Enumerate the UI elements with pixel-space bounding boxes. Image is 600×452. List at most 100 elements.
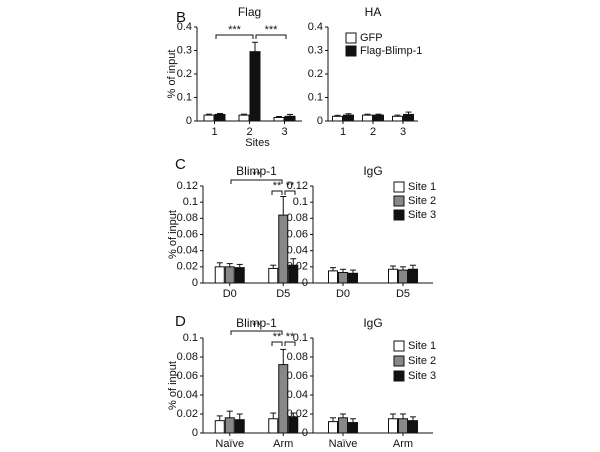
significance-bracket [271,341,283,346]
significance-label: *** [265,24,279,36]
y-tick-label: 0.1 [293,332,308,344]
y-tick-label: 0.08 [177,212,198,224]
chart-title: Blimp-1 [236,316,277,330]
x-tick-label: Naïve [329,438,358,447]
significance-bracket [215,34,254,39]
bar [328,421,338,434]
y-tick-label: 0.02 [287,261,308,273]
legend-swatch [393,181,405,193]
y-axis-label: % of input [167,210,179,259]
legend-swatch [393,209,405,221]
significance-label: *** [228,24,242,36]
chart-title: Flag [238,5,261,19]
chart-title: IgG [363,316,382,330]
y-tick-label: 0.06 [177,228,198,240]
bar [224,266,235,284]
bar [408,420,418,434]
x-tick-label: 2 [246,126,252,138]
legend-label: Site 2 [408,355,436,367]
legend-label: Site 2 [408,195,436,207]
legend-label: Site 3 [408,209,436,221]
y-tick-label: 0.2 [177,68,192,80]
x-tick-label: 3 [400,126,406,138]
bar [268,418,279,434]
legend-swatch [393,370,405,382]
chart-title: HA [365,5,382,19]
bar [388,418,398,434]
x-tick-label: D5 [276,288,290,300]
x-tick-label: 3 [281,126,287,138]
bar [328,270,338,284]
y-tick-label: 0.4 [177,21,192,33]
y-tick-label: 0.1 [183,196,198,208]
significance-bracket [230,179,283,184]
x-tick-label: D0 [336,288,350,300]
chart-title: Blimp-1 [236,164,277,178]
significance-bracket [271,190,283,195]
bar [348,272,358,284]
bar [214,113,226,122]
bar [268,267,279,284]
y-tick-label: 0.12 [287,180,308,192]
bar [338,417,348,434]
x-tick-label: 1 [211,126,217,138]
y-tick-label: 0.1 [183,332,198,344]
y-tick-label: 0.12 [177,180,198,192]
panel-label: B [176,9,186,26]
bar [343,114,354,122]
bar [238,114,250,122]
x-tick-label: Arm [393,438,413,447]
bar [214,420,225,434]
panel-label: D [175,313,186,330]
significance-label: ** [286,331,295,343]
legend-label: Site 3 [408,370,436,382]
x-tick-label: Arm [273,438,293,447]
significance-bracket [284,341,296,346]
bar [214,266,225,284]
bar [224,417,235,434]
bar [362,114,373,122]
bar [273,116,285,122]
y-tick-label: 0.04 [177,389,198,401]
y-tick-label: 0.4 [308,21,323,33]
bar [203,114,215,122]
significance-bracket [284,190,296,195]
chart-title: IgG [363,164,382,178]
legend-swatch [345,32,357,44]
legend-swatch [393,340,405,352]
bar [338,271,348,284]
y-tick-label: 0.1 [293,196,308,208]
bar [284,115,296,122]
y-tick-label: 0.08 [287,212,308,224]
bar [249,51,261,122]
y-tick-label: 0 [302,427,308,439]
y-tick-label: 0.08 [177,351,198,363]
bar [332,115,343,122]
significance-bracket [255,34,287,39]
x-tick-label: 2 [370,126,376,138]
bar [403,113,414,122]
significance-bracket [230,330,283,335]
bar [234,267,245,284]
y-tick-label: 0.1 [177,91,192,103]
legend-label: Site 1 [408,181,436,193]
bar [234,419,245,434]
y-tick-label: 0.2 [308,68,323,80]
x-tick-label: D0 [223,288,237,300]
bar [348,422,358,434]
significance-label: ** [252,320,261,332]
y-tick-label: 0.3 [308,44,323,56]
y-tick-label: 0.02 [177,408,198,420]
y-tick-label: 0.02 [177,261,198,273]
significance-label: ** [273,331,282,343]
significance-label: ** [273,180,282,192]
y-tick-label: 0.06 [287,228,308,240]
bar [392,115,403,122]
significance-label: ** [286,180,295,192]
y-tick-label: 0.02 [287,408,308,420]
x-axis-label: Sites [245,137,270,149]
bar [373,114,384,122]
significance-label: ** [252,169,261,181]
x-tick-label: Naïve [215,438,244,447]
